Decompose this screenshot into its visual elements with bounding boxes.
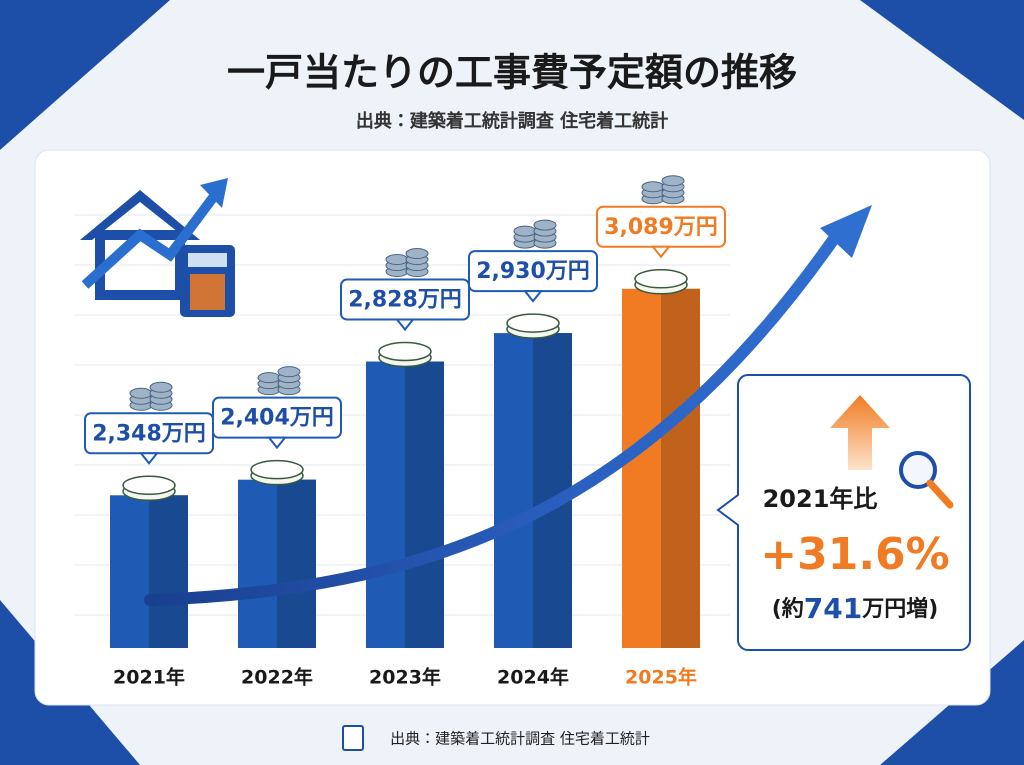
value-label: 3,089万円 <box>604 215 718 240</box>
search-icon <box>899 451 937 489</box>
callout-number: 741 <box>804 592 862 625</box>
house-icon <box>80 178 235 317</box>
callout-prefix: (約 <box>772 596 804 622</box>
x-tick-label: 2022年 <box>241 666 313 689</box>
value-label: 2,348万円 <box>92 421 206 446</box>
coin <box>277 366 301 378</box>
chart-subtitle: 出典：建築着工統計調査 住宅着工統計 <box>356 110 668 132</box>
coin <box>405 248 429 260</box>
callout-amount: (約741万円増) <box>772 592 939 625</box>
callout-box <box>716 374 971 651</box>
value-label-pointer <box>138 452 160 465</box>
coin <box>513 225 537 237</box>
bar-shade <box>277 479 316 648</box>
cash-stack <box>378 341 432 362</box>
bar-shade <box>405 361 444 648</box>
value-label: 2,404万円 <box>220 406 334 431</box>
x-tick-label: 2024年 <box>497 666 569 689</box>
trend-arrow <box>144 224 846 606</box>
cash-stack <box>122 475 176 496</box>
corner-decoration <box>860 0 1024 120</box>
coin <box>257 372 281 384</box>
coin <box>533 219 557 231</box>
value-label-pointer <box>522 290 544 303</box>
value-label-pointer <box>266 436 288 450</box>
bar-shade <box>661 288 700 648</box>
x-tick-label: 2021年 <box>113 666 185 689</box>
coin <box>129 387 153 399</box>
up-arrow-icon <box>830 395 890 470</box>
callout-suffix: 万円増) <box>861 596 938 622</box>
trend-arrow-head <box>820 205 872 258</box>
value-label: 2,930万円 <box>476 259 590 284</box>
coin <box>385 254 409 266</box>
callout-change: +31.6% <box>760 529 950 580</box>
value-label-pointer <box>394 318 416 332</box>
source-note: 出典：建築着工統計調査 住宅着工統計 <box>390 730 650 748</box>
coin <box>149 381 173 393</box>
value-label: 2,828万円 <box>348 288 462 313</box>
callout-label: 2021年比 <box>763 485 878 513</box>
coin <box>641 181 665 193</box>
value-label-pointer <box>650 245 672 259</box>
corner-decoration <box>0 0 170 150</box>
chart-title: 一戸当たりの工事費予定額の推移 <box>227 51 797 95</box>
bars: 2,348万円 2021年 2,404万円 2022年 2,828万円 2023年 2,93… <box>84 175 726 689</box>
x-tick-label: 2025年 <box>625 666 697 689</box>
search-icon <box>926 479 954 509</box>
cash-stack <box>250 459 304 480</box>
x-tick-label: 2023年 <box>369 666 441 689</box>
cash-stack <box>506 313 560 333</box>
bar-shade <box>149 495 188 648</box>
cash-stack <box>634 269 688 289</box>
source-icon <box>342 725 364 751</box>
coin <box>661 175 685 187</box>
